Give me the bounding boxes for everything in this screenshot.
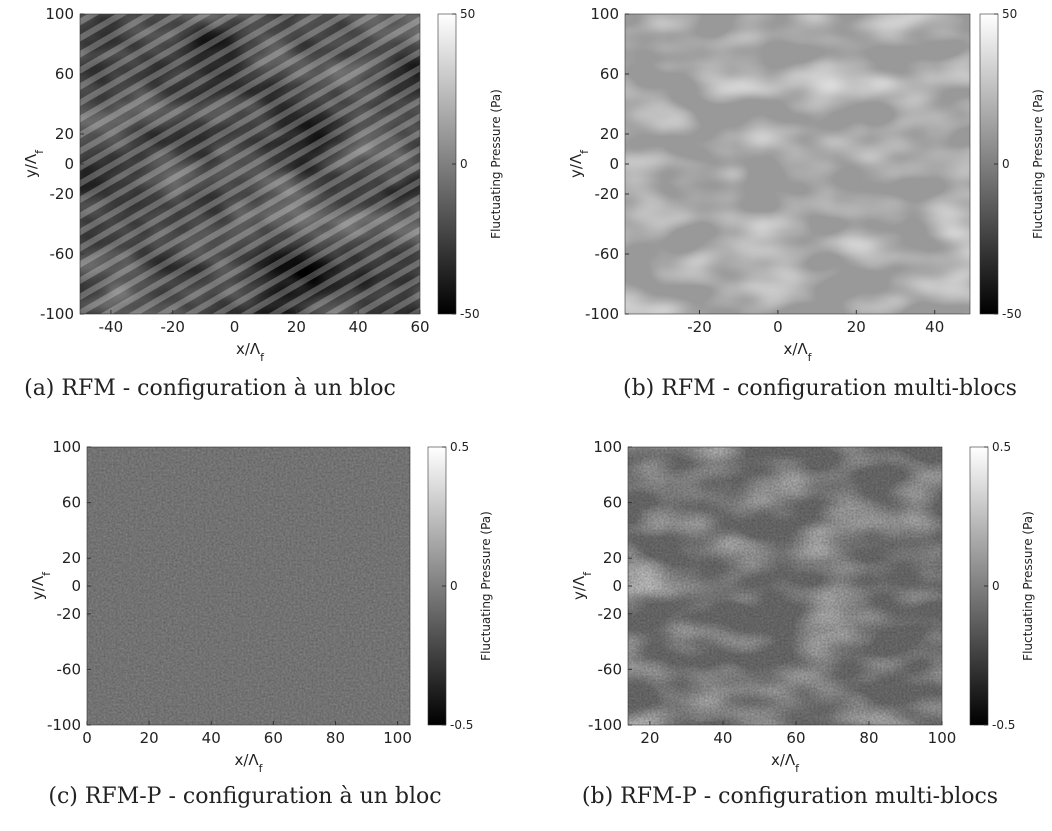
x-axis-label: x/Λf [236, 340, 265, 364]
x-tick-label: 20 [640, 729, 659, 747]
y-tick-label: 100 [45, 5, 74, 23]
colorbar-tick-label: 0.5 [992, 440, 1011, 454]
y-tick-label: 60 [603, 494, 622, 512]
y-tick-label: -20 [57, 605, 82, 623]
y-tick-label: 0 [71, 577, 81, 595]
y-tick-label: 100 [52, 438, 81, 456]
x-tick-label: 80 [859, 729, 878, 747]
heatmap-texture [87, 447, 410, 725]
colorbar-tick-label: -0.5 [450, 718, 473, 732]
x-tick-label: 80 [326, 729, 345, 747]
heatmap-texture [628, 447, 942, 725]
caption: (a) RFM - configuration à un bloc [24, 376, 396, 401]
x-tick-label: -40 [99, 318, 124, 336]
y-axis-label: y/Λf [570, 571, 594, 600]
colorbar-tick-label: 0 [1002, 157, 1010, 171]
y-tick-label: 100 [590, 5, 619, 23]
x-tick-label: 0 [82, 729, 92, 747]
x-tick-label: 60 [786, 729, 805, 747]
y-tick-label: 20 [55, 125, 74, 143]
y-tick-label: 60 [55, 65, 74, 83]
caption: (b) RFM-P - configuration multi-blocs [582, 784, 998, 809]
y-tick-label: -100 [40, 305, 74, 323]
y-tick-label: -60 [595, 245, 620, 263]
y-tick-label: -100 [585, 305, 619, 323]
x-tick-label: 20 [287, 318, 306, 336]
y-tick-label: 20 [62, 549, 81, 567]
caption: (c) RFM-P - configuration à un bloc [48, 784, 441, 809]
colorbar-tick-label: 0 [460, 157, 468, 171]
y-axis-label: y/Λf [29, 571, 53, 600]
colorbar-tick-label: -50 [460, 307, 480, 321]
colorbar-tick-label: 50 [1002, 7, 1017, 21]
colorbar-tick-label: 0 [450, 579, 458, 593]
y-tick-label: -60 [50, 245, 75, 263]
caption: (b) RFM - configuration multi-blocs [623, 376, 1017, 401]
y-tick-label: 20 [600, 125, 619, 143]
colorbar-tick-label: 0 [992, 579, 1000, 593]
y-tick-label: 0 [64, 155, 74, 173]
y-tick-label: 0 [609, 155, 619, 173]
y-tick-label: -20 [598, 605, 623, 623]
x-tick-label: 40 [349, 318, 368, 336]
y-tick-label: 0 [612, 577, 622, 595]
y-tick-label: -20 [50, 185, 75, 203]
y-tick-label: -100 [47, 716, 81, 734]
x-tick-label: 100 [383, 729, 412, 747]
y-tick-label: 100 [593, 438, 622, 456]
x-tick-label: 0 [230, 318, 240, 336]
x-tick-label: 0 [773, 318, 783, 336]
x-tick-label: 60 [410, 318, 429, 336]
colorbar-tick-label: 50 [460, 7, 475, 21]
x-axis-label: x/Λf [771, 751, 800, 775]
colorbar-label: Fluctuating Pressure (Pa) [1031, 89, 1045, 239]
x-tick-label: 40 [925, 318, 944, 336]
colorbar-tick-label: 0.5 [450, 440, 469, 454]
colorbar-label: Fluctuating Pressure (Pa) [479, 511, 493, 661]
y-tick-label: 20 [603, 549, 622, 567]
x-tick-label: 40 [713, 729, 732, 747]
y-tick-label: -20 [595, 185, 620, 203]
x-tick-label: 20 [847, 318, 866, 336]
colorbar-label: Fluctuating Pressure (Pa) [1021, 511, 1035, 661]
y-tick-label: 60 [600, 65, 619, 83]
x-axis-label: x/Λf [234, 751, 263, 775]
y-axis-label: y/Λf [22, 149, 46, 178]
x-axis-label: x/Λf [783, 340, 812, 364]
y-tick-label: -60 [598, 660, 623, 678]
x-tick-label: 60 [264, 729, 283, 747]
colorbar-label: Fluctuating Pressure (Pa) [489, 89, 503, 239]
x-tick-label: 20 [140, 729, 159, 747]
heatmap-texture [625, 14, 970, 314]
heatmap-stripes [80, 14, 420, 314]
x-tick-label: -20 [687, 318, 712, 336]
x-tick-label: 100 [928, 729, 957, 747]
x-tick-label: 40 [202, 729, 221, 747]
x-tick-label: -20 [160, 318, 185, 336]
colorbar-tick-label: -0.5 [992, 718, 1015, 732]
y-tick-label: -60 [57, 660, 82, 678]
colorbar-tick-label: -50 [1002, 307, 1022, 321]
y-tick-label: 60 [62, 494, 81, 512]
y-axis-label: y/Λf [567, 149, 591, 178]
y-tick-label: -100 [588, 716, 622, 734]
